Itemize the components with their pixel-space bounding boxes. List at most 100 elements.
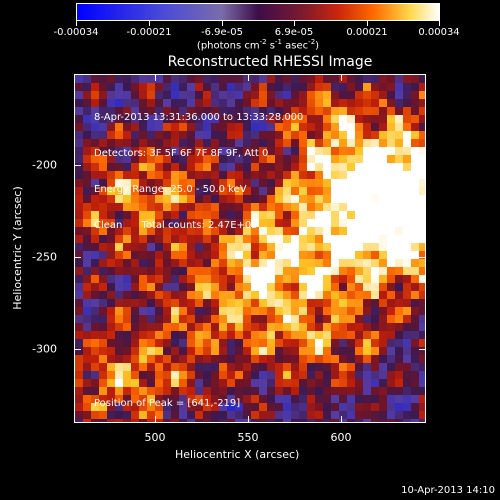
image-pixel xyxy=(355,355,363,363)
image-pixel xyxy=(155,211,163,219)
image-pixel xyxy=(363,75,371,83)
image-pixel xyxy=(171,283,179,291)
image-pixel xyxy=(187,331,195,339)
image-pixel xyxy=(251,211,259,219)
image-pixel xyxy=(291,227,299,235)
image-pixel xyxy=(315,163,323,171)
image-pixel xyxy=(283,155,291,163)
image-pixel xyxy=(275,115,283,123)
image-pixel xyxy=(75,315,83,323)
image-pixel xyxy=(75,195,83,203)
image-pixel xyxy=(147,179,155,187)
image-pixel xyxy=(235,267,243,275)
image-pixel xyxy=(227,131,235,139)
image-pixel xyxy=(83,267,91,275)
image-pixel xyxy=(131,307,139,315)
image-pixel xyxy=(147,339,155,347)
image-pixel xyxy=(179,83,187,91)
image-pixel xyxy=(139,307,147,315)
image-pixel xyxy=(251,91,259,99)
image-pixel xyxy=(275,91,283,99)
image-pixel xyxy=(131,91,139,99)
image-pixel xyxy=(307,275,315,283)
image-pixel xyxy=(115,267,123,275)
image-pixel xyxy=(307,347,315,355)
image-pixel xyxy=(347,315,355,323)
image-pixel xyxy=(339,243,347,251)
image-pixel xyxy=(331,171,339,179)
image-pixel xyxy=(187,227,195,235)
image-pixel xyxy=(355,123,363,131)
image-pixel xyxy=(171,411,179,419)
image-pixel xyxy=(75,411,83,419)
image-pixel xyxy=(179,203,187,211)
image-pixel xyxy=(83,131,91,139)
image-pixel xyxy=(115,307,123,315)
image-pixel xyxy=(403,259,411,267)
image-pixel xyxy=(339,267,347,275)
image-pixel xyxy=(347,251,355,259)
image-pixel xyxy=(195,99,203,107)
image-pixel xyxy=(363,227,371,235)
image-pixel xyxy=(91,115,99,123)
image-pixel xyxy=(99,131,107,139)
image-pixel xyxy=(75,419,83,422)
image-pixel xyxy=(203,363,211,371)
image-pixel xyxy=(107,331,115,339)
image-pixel xyxy=(259,323,267,331)
image-pixel xyxy=(315,235,323,243)
image-pixel xyxy=(147,355,155,363)
image-pixel xyxy=(187,395,195,403)
image-pixel xyxy=(147,83,155,91)
image-pixel xyxy=(219,339,227,347)
image-pixel xyxy=(179,283,187,291)
image-pixel xyxy=(283,219,291,227)
image-pixel xyxy=(379,275,387,283)
image-pixel xyxy=(251,131,259,139)
image-pixel xyxy=(387,163,395,171)
image-pixel xyxy=(355,251,363,259)
image-pixel xyxy=(403,387,411,395)
image-pixel xyxy=(371,331,379,339)
y-tick-label-minus250: -250 xyxy=(32,250,57,264)
image-pixel xyxy=(195,75,203,83)
image-pixel xyxy=(323,355,331,363)
image-pixel xyxy=(219,147,227,155)
image-pixel xyxy=(323,371,331,379)
image-pixel xyxy=(283,379,291,387)
image-pixel xyxy=(339,363,347,371)
image-pixel xyxy=(155,331,163,339)
image-pixel xyxy=(227,363,235,371)
image-pixel xyxy=(83,347,91,355)
image-pixel xyxy=(259,411,267,419)
image-pixel xyxy=(171,147,179,155)
image-pixel xyxy=(275,411,283,419)
image-pixel xyxy=(195,403,203,411)
image-pixel xyxy=(411,339,419,347)
image-pixel xyxy=(259,291,267,299)
image-pixel xyxy=(339,291,347,299)
image-pixel xyxy=(115,339,123,347)
image-pixel xyxy=(243,411,251,419)
image-pixel xyxy=(155,155,163,163)
image-pixel xyxy=(371,211,379,219)
image-pixel xyxy=(331,203,339,211)
image-pixel xyxy=(259,403,267,411)
image-pixel xyxy=(147,403,155,411)
image-pixel xyxy=(275,211,283,219)
image-pixel xyxy=(115,275,123,283)
image-pixel xyxy=(211,235,219,243)
image-pixel xyxy=(163,403,171,411)
image-pixel xyxy=(211,331,219,339)
image-pixel xyxy=(339,203,347,211)
image-pixel xyxy=(419,315,425,323)
image-pixel xyxy=(99,91,107,99)
image-pixel xyxy=(83,115,91,123)
image-pixel xyxy=(219,123,227,131)
image-pixel xyxy=(315,115,323,123)
image-pixel xyxy=(163,243,171,251)
image-pixel xyxy=(163,227,171,235)
image-pixel xyxy=(323,275,331,283)
image-pixel xyxy=(99,331,107,339)
image-pixel xyxy=(267,235,275,243)
